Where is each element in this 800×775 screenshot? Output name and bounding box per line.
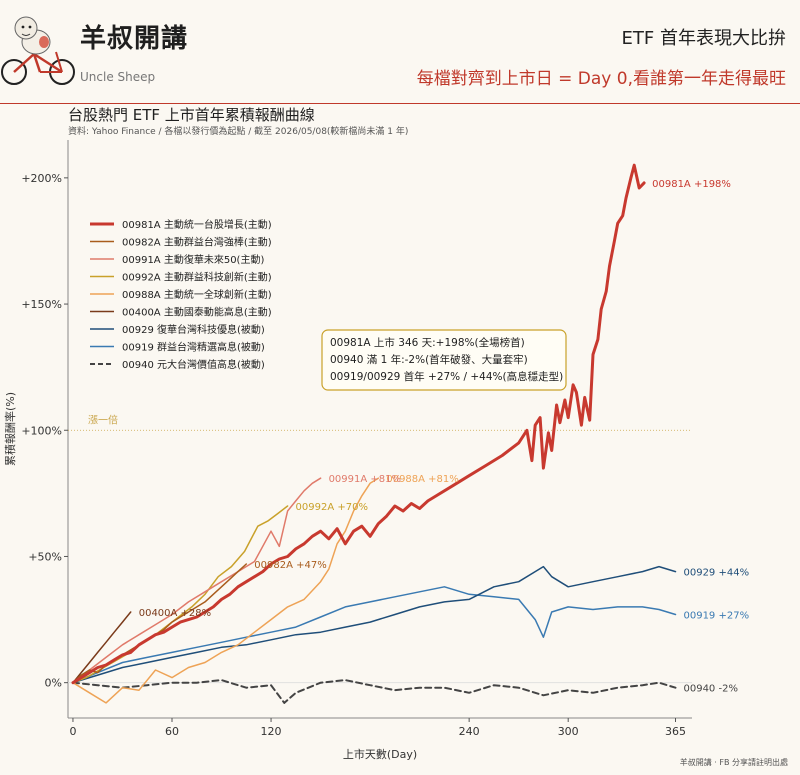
- series-line-5: [72, 611, 132, 684]
- series-line-0: [71, 163, 646, 685]
- x-tick-label: 60: [165, 725, 179, 738]
- series-end-label-0: 00981A +198%: [652, 179, 731, 190]
- y-tick-label: +50%: [28, 550, 62, 563]
- end-labels: 00940 -2% 00919 +27% 00929 +44% 00400A +28%…: [139, 179, 749, 695]
- series-layer: [71, 163, 677, 704]
- callout-line-0: 00981A 上市 346 天:+198%(全場榜首): [330, 336, 525, 349]
- series-end-label-2: 00991A +81%: [329, 474, 401, 485]
- x-tick-label: 300: [558, 725, 579, 738]
- legend-label-4: 00988A 主動統一全球創新(主動): [122, 288, 272, 301]
- y-tick-label: +150%: [21, 298, 62, 311]
- brand-title: 羊叔開講: [80, 24, 189, 54]
- x-tick-label: 240: [459, 725, 480, 738]
- header-divider: [0, 103, 800, 104]
- legend-label-2: 00991A 主動復華未來50(主動): [122, 253, 264, 266]
- double-reference-label: 漲一倍: [88, 413, 118, 426]
- legend-label-1: 00982A 主動群益台灣強棒(主動): [122, 236, 272, 249]
- chart-source-note: 資料: Yahoo Finance / 各檔以發行價為起點 / 截至 2026/…: [68, 127, 409, 137]
- legend-label-6: 00929 復華台灣科技優息(被動): [122, 323, 265, 336]
- series-end-label-6: 00929 +44%: [683, 568, 749, 579]
- series-end-label-3: 00992A +70%: [296, 502, 368, 513]
- page-heading: ETF 首年表現大比拚: [621, 28, 786, 49]
- series-end-label-4: 00988A +81%: [386, 474, 458, 485]
- brand-subtitle: Uncle Sheep: [80, 70, 156, 84]
- sheep-cyclist-logo-icon: [1, 16, 75, 85]
- legend-label-0: 00981A 主動統一台股增長(主動): [122, 218, 272, 231]
- page-subheading: 每檔對齊到上市日 = Day 0,看誰第一年走得最旺: [416, 69, 786, 89]
- footer-note: 羊叔開講 · FB 分享請註明出處: [679, 758, 788, 767]
- chart-title: 台股熱門 ETF 上市首年累積報酬曲線: [68, 106, 315, 124]
- legend-label-7: 00919 群益台灣精選高息(被動): [122, 341, 265, 354]
- legend-label-8: 00940 元大台灣價值高息(被動): [122, 358, 265, 371]
- series-line-4: [72, 477, 380, 704]
- series-end-label-7: 00919 +27%: [683, 611, 749, 622]
- series-end-label-1: 00982A +47%: [254, 560, 326, 571]
- chart-axes: 0% +50% +100% +150% +200% 0 60 120 240 300 365 上市天數…: [3, 140, 692, 761]
- legend: 00981A 主動統一台股增長(主動) 00982A 主動群益台灣強棒(主動) 00…: [90, 218, 272, 371]
- y-tick-label: 0%: [45, 677, 62, 690]
- callout-line-1: 00940 滿 1 年:-2%(首年破發、大量套牢): [330, 353, 528, 366]
- series-end-label-5: 00400A +28%: [139, 608, 211, 619]
- reference-line: 漲一倍: [68, 413, 692, 431]
- callout-box: [321, 329, 567, 391]
- legend-label-5: 00400A 主動國泰動能高息(主動): [122, 306, 272, 319]
- x-tick-label: 365: [665, 725, 686, 738]
- x-axis-label: 上市天數(Day): [343, 747, 417, 761]
- legend-label-3: 00992A 主動群益科技創新(主動): [122, 271, 272, 284]
- x-tick-label: 120: [261, 725, 282, 738]
- x-tick-label: 0: [69, 725, 76, 738]
- series-line-7: [72, 586, 677, 684]
- series-end-label-8: 00940 -2%: [683, 684, 737, 695]
- series-line-6: [72, 565, 677, 684]
- y-tick-label: +200%: [21, 172, 62, 185]
- callout-line-2: 00919/00929 首年 +27% / +44%(高息穩走型): [330, 370, 563, 383]
- y-axis-label: 累積報酬率(%): [3, 392, 17, 466]
- annotation-callout: 00981A 上市 346 天:+198%(全場榜首) 00940 滿 1 年:-…: [321, 329, 567, 391]
- series-line-8: [72, 679, 677, 704]
- header: 羊叔開講 Uncle Sheep ETF 首年表現大比拚 每檔對齊到上市日 = …: [0, 0, 800, 104]
- series-line-2: [72, 477, 322, 684]
- y-tick-label: +100%: [21, 424, 62, 437]
